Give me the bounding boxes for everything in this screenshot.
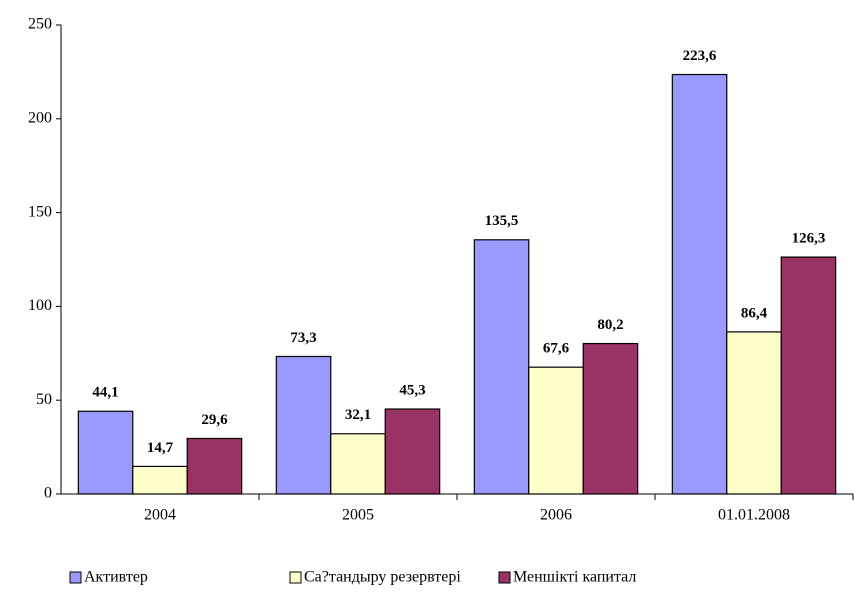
y-tick-label: 150 [28, 203, 52, 220]
bar [330, 433, 386, 495]
value-label: 67,6 [543, 341, 570, 357]
bar [77, 410, 134, 495]
y-tick-label: 0 [44, 485, 52, 502]
x-tick-label: 2005 [342, 507, 374, 524]
value-label: 45,3 [399, 382, 425, 398]
bar [780, 256, 837, 495]
legend-label: Активтер [84, 569, 148, 586]
bar [726, 331, 782, 495]
y-tick-label: 250 [28, 16, 52, 33]
x-tick-label: 01.01.2008 [718, 507, 790, 524]
value-label: 14,7 [147, 440, 174, 456]
bar [275, 355, 332, 495]
value-label: 86,4 [741, 305, 768, 321]
bar [384, 408, 441, 495]
bar [132, 465, 188, 495]
value-label: 44,1 [92, 385, 118, 401]
legend-swatch [69, 571, 82, 584]
bar [582, 342, 639, 495]
value-label: 29,6 [201, 412, 228, 428]
y-tick-label: 200 [28, 109, 52, 126]
bar [528, 366, 584, 495]
x-tick-label: 2004 [144, 507, 176, 524]
value-label: 223,6 [683, 48, 717, 64]
y-tick-label: 50 [36, 391, 52, 408]
value-label: 73,3 [290, 330, 316, 346]
legend-label: Меншікті капитал [513, 569, 636, 586]
bar [473, 239, 530, 495]
value-label: 126,3 [792, 230, 826, 246]
y-tick-label: 100 [28, 297, 52, 314]
x-tick-label: 2006 [540, 507, 572, 524]
legend-label: Са?тандыру резервтері [304, 569, 461, 586]
value-label: 32,1 [345, 407, 371, 423]
bar [671, 73, 728, 495]
value-label: 80,2 [597, 317, 623, 333]
value-label: 135,5 [485, 213, 519, 229]
bar [186, 437, 243, 495]
legend-swatch [498, 571, 511, 584]
legend-swatch [289, 571, 302, 584]
